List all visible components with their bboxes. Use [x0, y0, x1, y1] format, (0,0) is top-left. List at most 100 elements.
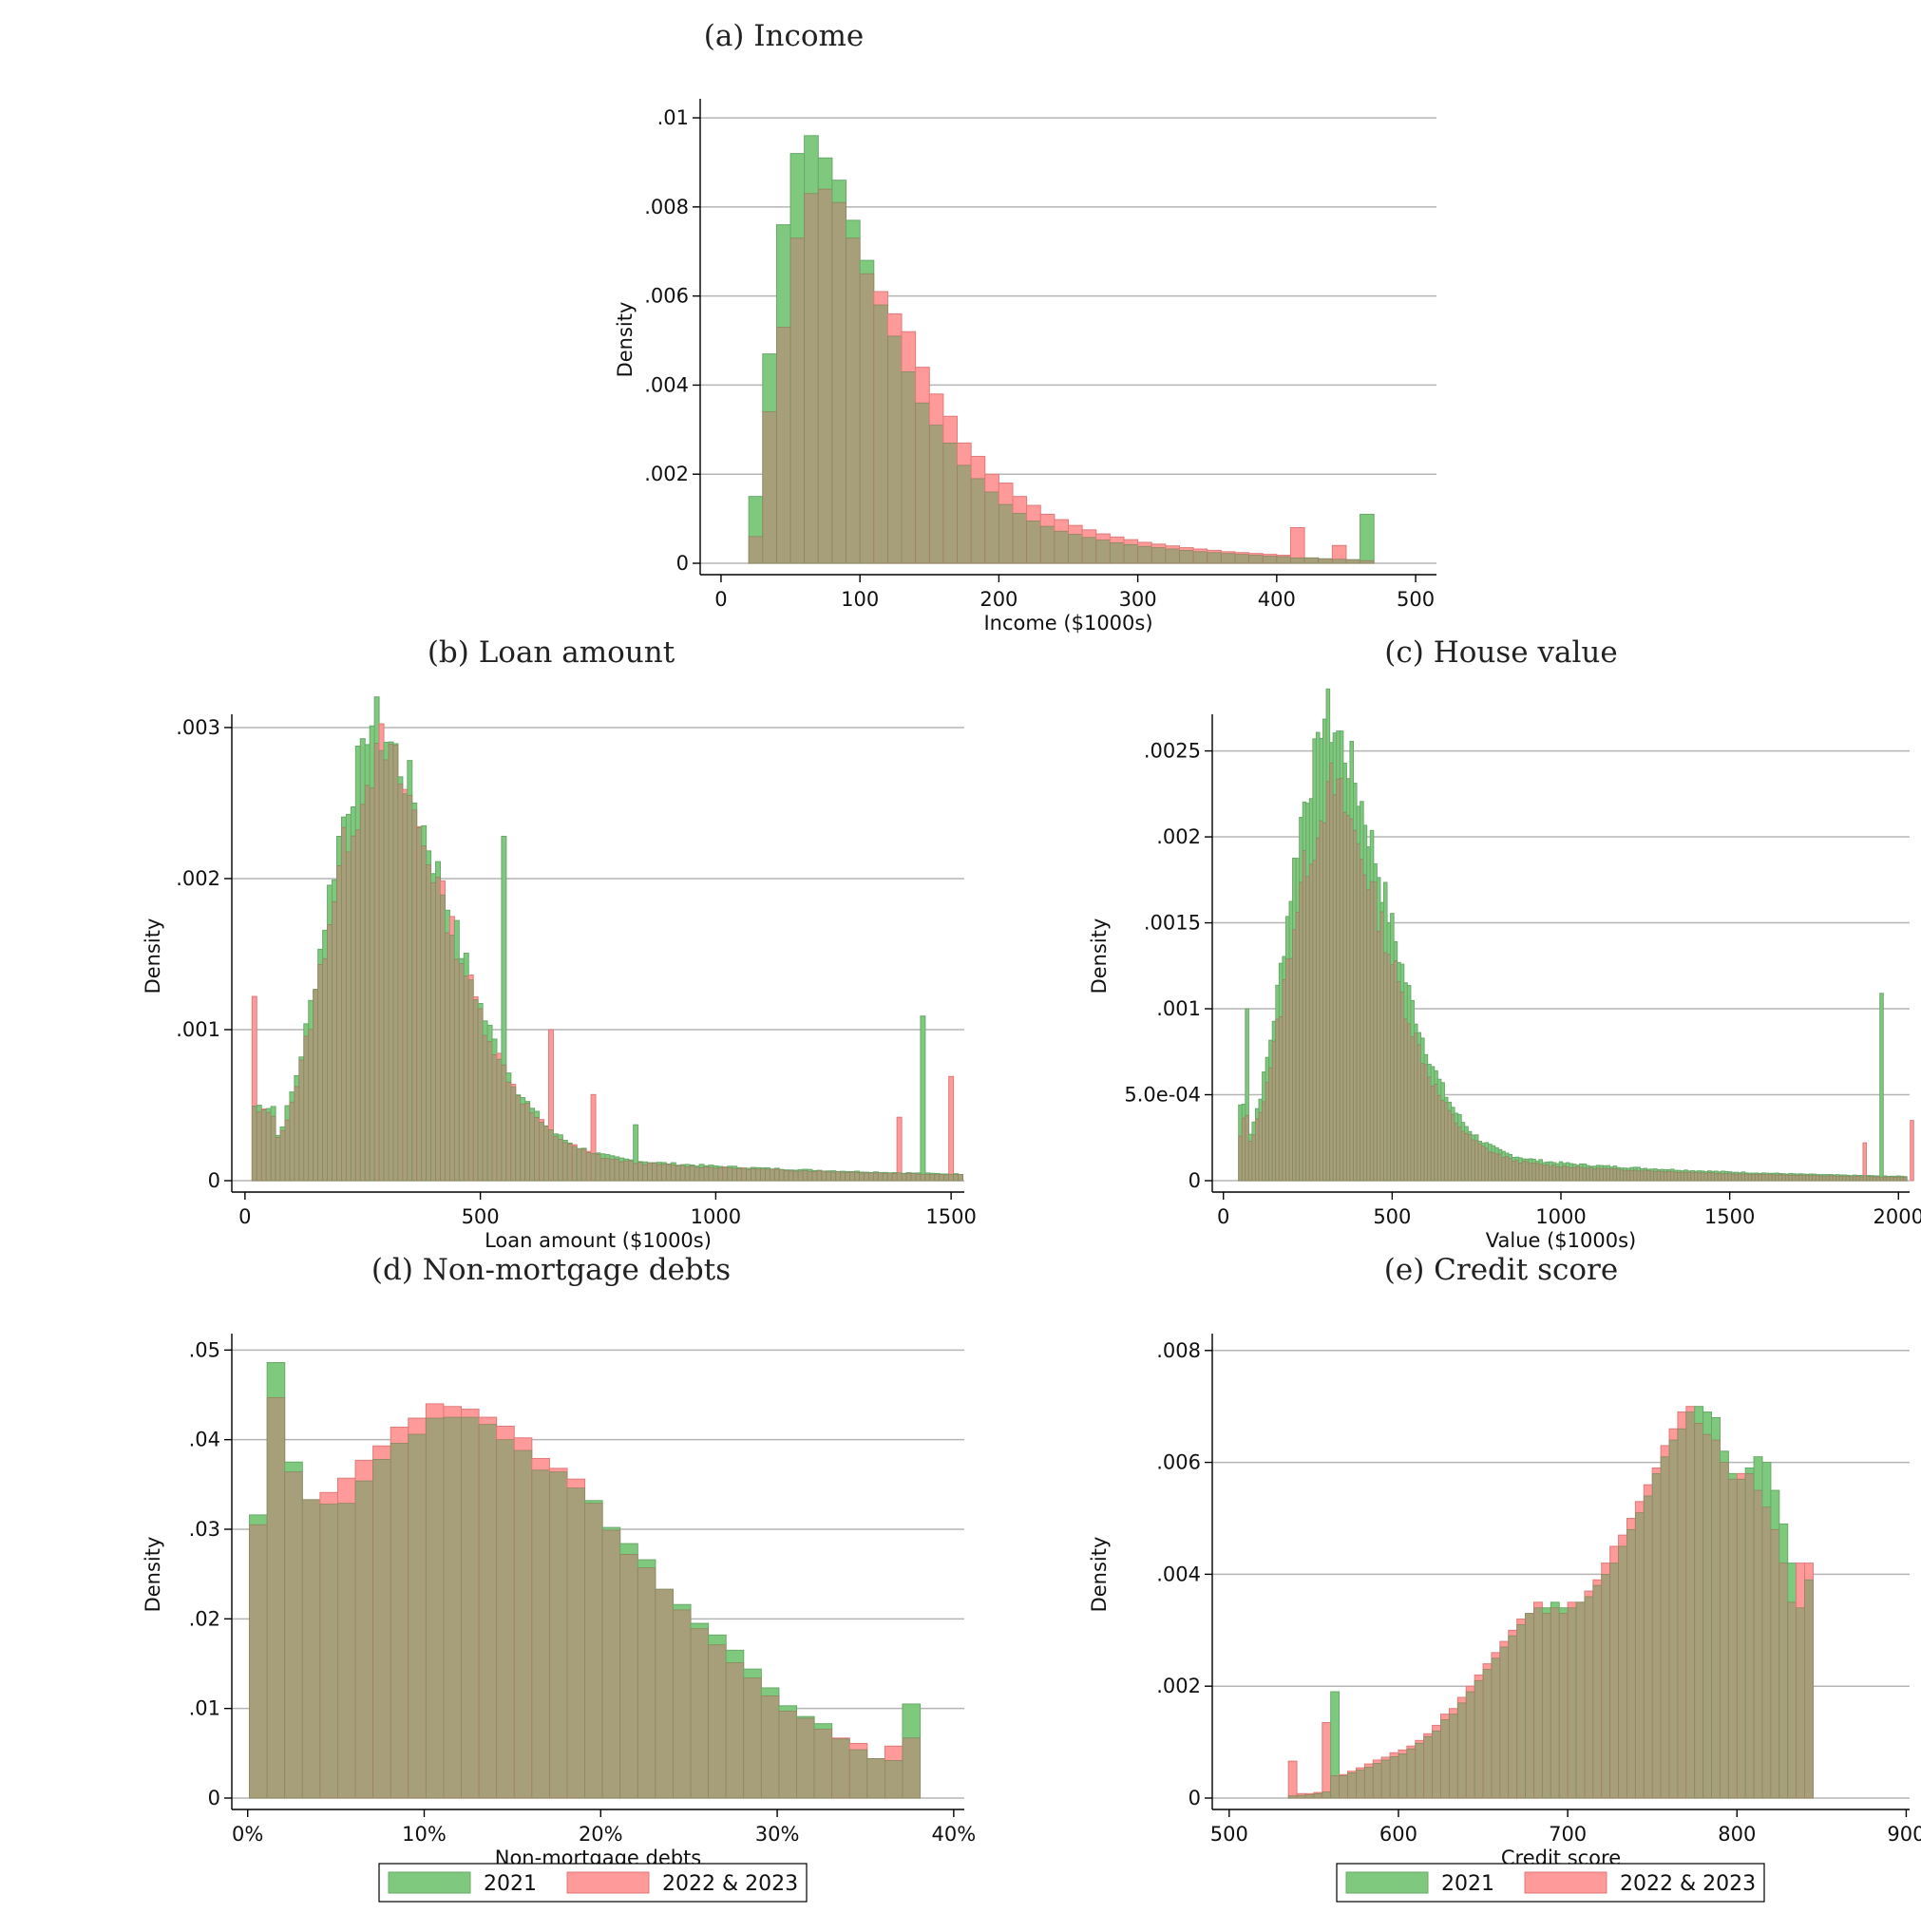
histogram-bar-overlap: [265, 1111, 272, 1182]
histogram-bar-overlap: [859, 1172, 865, 1182]
histogram-bar: [1322, 1721, 1332, 1799]
histogram-bar-overlap: [1862, 1175, 1867, 1182]
histogram-bar-overlap: [249, 1524, 268, 1799]
histogram-bar-overlap: [998, 503, 1014, 564]
histogram-bar-overlap: [673, 1609, 692, 1799]
histogram-bar-overlap: [846, 237, 861, 564]
histogram-bar-overlap: [1491, 1657, 1501, 1799]
histogram-bar-overlap: [660, 1164, 667, 1182]
histogram-bar-overlap: [580, 1148, 587, 1182]
histogram-bar-overlap: [1054, 530, 1069, 564]
legend-label: 2022 & 2023: [662, 1872, 798, 1896]
histogram-bar-overlap: [760, 1695, 780, 1799]
histogram-bar-overlap: [1373, 881, 1378, 1182]
histogram-bar-overlap: [1414, 1032, 1418, 1182]
x-tick-label: 700: [1549, 1823, 1587, 1846]
histogram-bar-overlap: [1398, 1753, 1408, 1799]
histogram-bar-overlap: [1322, 822, 1327, 1182]
histogram-bar-overlap: [1282, 978, 1286, 1182]
histogram-bar-overlap: [1464, 1132, 1469, 1182]
histogram-bar-overlap: [1238, 1135, 1243, 1182]
histogram-bar-overlap: [359, 804, 366, 1182]
histogram-bar-overlap: [1702, 1433, 1712, 1799]
histogram-bar-overlap: [1518, 1162, 1523, 1182]
histogram-bar-overlap: [1534, 1163, 1540, 1182]
histogram-bar-overlap: [684, 1166, 691, 1182]
histogram-bar-overlap: [1026, 521, 1041, 564]
histogram-bar-overlap: [1109, 542, 1125, 564]
y-axis-label: Density: [1088, 1537, 1111, 1613]
histogram-bar-overlap: [924, 1174, 931, 1182]
histogram-bar-overlap: [1353, 829, 1358, 1182]
histogram-bar-overlap: [1467, 1133, 1473, 1182]
histogram-bar-overlap: [477, 1008, 484, 1182]
histogram-bar-overlap: [1262, 556, 1278, 564]
histogram-bar-overlap: [524, 1103, 531, 1182]
histogram-bar-overlap: [1349, 818, 1354, 1182]
histogram-bar-overlap: [513, 1449, 533, 1799]
histogram-bar-overlap: [467, 979, 474, 1182]
histogram-bar-overlap: [1234, 554, 1249, 564]
histogram-bar-overlap: [1542, 1165, 1547, 1182]
histogram-bar-overlap: [886, 1172, 893, 1182]
histogram-bar-overlap: [1775, 1174, 1779, 1182]
histogram-bar-overlap: [866, 1758, 885, 1799]
histogram-bar-overlap: [1447, 1109, 1452, 1182]
y-tick-label: 0: [208, 1169, 220, 1192]
histogram-bar-overlap: [601, 1529, 621, 1799]
histogram-bar-overlap: [1516, 1624, 1526, 1799]
histogram-bar-overlap: [421, 845, 428, 1182]
histogram-bar-overlap: [848, 1749, 868, 1799]
histogram-bar-overlap: [256, 1111, 262, 1182]
histogram-bar-overlap: [1345, 815, 1351, 1182]
histogram-bar-overlap: [566, 1487, 585, 1799]
histogram-bar-overlap: [411, 809, 418, 1182]
histogram-bar-overlap: [1179, 550, 1194, 564]
histogram-bar-overlap: [543, 1126, 549, 1182]
histogram-bar-overlap: [1440, 1719, 1450, 1799]
histogram-bar-overlap: [765, 1168, 770, 1182]
histogram-bar-overlap: [1869, 1176, 1874, 1182]
histogram-bar-overlap: [689, 1165, 695, 1182]
legend-left: 2021 2022 & 2023: [378, 1863, 808, 1903]
histogram-bar-overlap: [308, 1029, 314, 1182]
histogram-bar-overlap: [665, 1164, 672, 1182]
histogram-bar-overlap: [934, 1173, 941, 1182]
histogram-bar-overlap: [1302, 849, 1307, 1182]
histogram-bar-overlap: [1363, 1767, 1374, 1799]
histogram-bar-overlap: [1406, 1748, 1417, 1799]
y-tick-label: .001: [1156, 997, 1201, 1020]
legend-right: 2021 2022 & 2023: [1336, 1863, 1765, 1903]
histogram-bar-overlap: [614, 1159, 620, 1182]
histogram-bar-overlap: [1474, 1140, 1479, 1182]
histogram-bar-overlap: [1308, 863, 1314, 1182]
histogram-bar-overlap: [1747, 1174, 1753, 1182]
histogram-bar-overlap: [1488, 1151, 1493, 1182]
histogram-bar-overlap: [1711, 1439, 1721, 1799]
histogram-bar-overlap: [741, 1167, 747, 1182]
histogram-bar-overlap: [392, 745, 399, 1182]
histogram-bar-overlap: [1889, 1176, 1894, 1182]
histogram-bar-overlap: [849, 1171, 855, 1182]
histogram-bar-overlap: [762, 411, 777, 564]
histogram-bar-overlap: [1579, 1166, 1584, 1182]
y-tick-label: .002: [1156, 825, 1201, 848]
histogram-bar-overlap: [901, 370, 917, 564]
x-tick-label: 1500: [925, 1205, 976, 1228]
histogram-bar-overlap: [743, 1677, 762, 1799]
histogram-bar-overlap: [1356, 843, 1361, 1182]
panel-title: (e) Credit score: [1384, 1253, 1618, 1287]
histogram-bar-overlap: [873, 304, 888, 564]
histogram-bar-overlap: [1632, 1169, 1638, 1182]
histogram-bar-overlap: [303, 1035, 310, 1182]
histogram-bar-overlap: [548, 1128, 554, 1182]
histogram-bar-overlap: [430, 881, 436, 1182]
histogram-bar-overlap: [496, 1058, 503, 1182]
y-axis-label: Density: [614, 302, 637, 378]
histogram-bar: [1287, 1760, 1298, 1799]
histogram-bar-overlap: [1258, 1111, 1263, 1182]
histogram-bar-overlap: [670, 1165, 676, 1182]
histogram-bar-overlap: [515, 1095, 522, 1182]
histogram-bar-overlap: [1886, 1176, 1891, 1182]
histogram-bar-overlap: [486, 1041, 493, 1182]
